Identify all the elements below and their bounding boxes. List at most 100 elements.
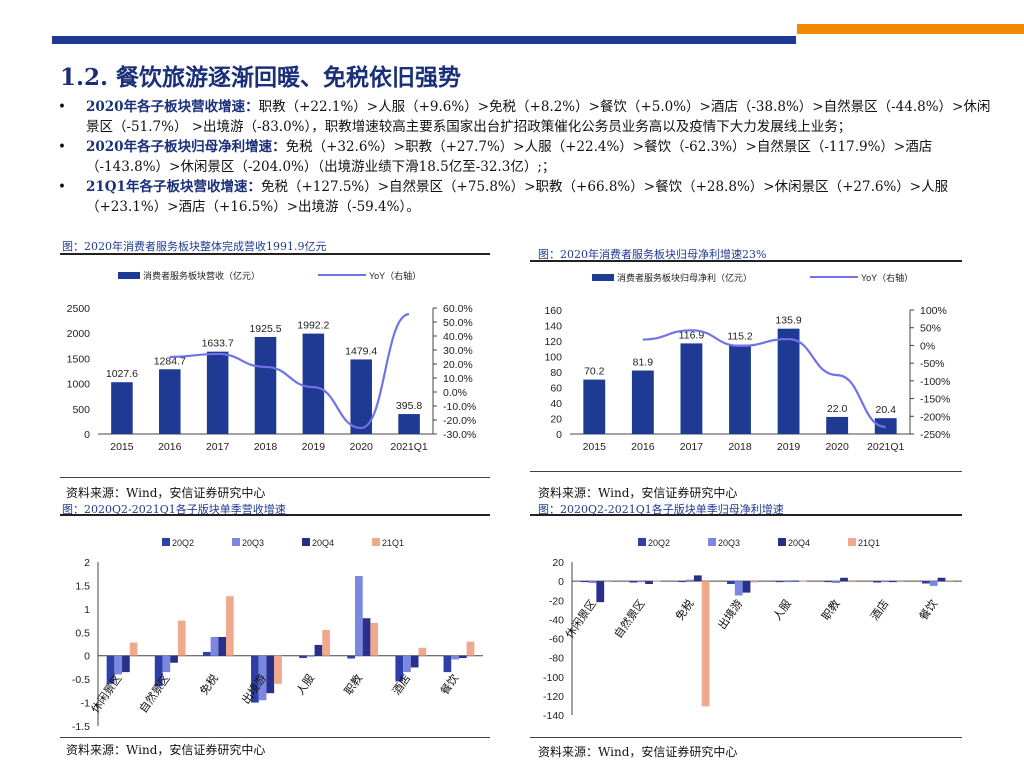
chart3-quarterly-revenue-growth: 20Q2 20Q3 20Q4 21Q1 -1.5 -1 -0.5 0 0.5 1 1.5 2 休闲景区自… <box>72 538 483 733</box>
bar <box>170 655 178 663</box>
bar-value-label: 1479.4 <box>345 345 377 357</box>
chart4-bottom-rule <box>530 737 962 738</box>
x-tick-label: 2015 <box>110 441 134 453</box>
page-title: 1.2. 餐饮旅游逐渐回暖、免税依旧强势 <box>60 64 462 91</box>
category-label: 免税 <box>672 597 696 623</box>
bar <box>362 618 371 656</box>
y2-tick-label: 30.0% <box>443 345 473 357</box>
bar <box>645 581 653 584</box>
y-tick-label: 60 <box>550 383 562 395</box>
bar <box>588 581 597 584</box>
x-tick-label: 2020 <box>825 441 849 453</box>
chart2-bottom-rule <box>530 471 962 472</box>
legend-label-line: YoY（右轴） <box>861 272 913 283</box>
y-tick-label: 0.5 <box>75 627 90 639</box>
legend-label: 20Q4 <box>788 538 810 548</box>
bar <box>701 581 710 707</box>
bar-value-label: 116.9 <box>679 329 705 341</box>
bar <box>251 655 259 703</box>
bar <box>299 655 307 659</box>
bar-value-label: 1027.6 <box>106 368 138 380</box>
bar <box>306 655 315 657</box>
y-tick-label: 2000 <box>67 328 91 340</box>
y-tick-label: 120 <box>544 336 562 348</box>
y-tick-label: 1000 <box>67 379 91 391</box>
x-tick-label: 2016 <box>158 441 182 453</box>
category-label: 酒店 <box>867 597 891 623</box>
category-label: 餐饮 <box>916 597 940 623</box>
y2-tick-label: -50% <box>920 358 945 370</box>
bar-value-label: 1284.7 <box>154 355 186 367</box>
y-tick-label: 1.5 <box>75 580 90 592</box>
legend-label: 20Q2 <box>172 538 194 548</box>
bar <box>873 581 882 583</box>
y2-tick-label: -100% <box>920 376 950 388</box>
bullet-text: 免税（+32.6%）>职教（+27.7%）>人服（+22.4%）>餐饮（-62.… <box>86 139 933 175</box>
yoy-line <box>169 313 410 430</box>
x-tick-label: 2015 <box>583 441 607 453</box>
bar <box>840 577 848 582</box>
bar <box>922 581 930 584</box>
bar <box>370 622 379 656</box>
chart1-revenue: 消费者服务板块营收（亿元） YoY（右轴） 0 500 1000 1500 2000 2500… <box>67 270 477 453</box>
bar <box>637 581 646 583</box>
y2-tick-label: -20.0% <box>443 415 476 427</box>
y2-tick-label: -250% <box>920 429 950 441</box>
legend-swatch <box>372 538 380 546</box>
bar <box>631 370 654 434</box>
bar <box>824 581 833 583</box>
legend-label-bar: 消费者服务板块归母净利（亿元） <box>617 272 752 283</box>
bar <box>302 333 325 434</box>
bar <box>629 581 638 583</box>
y-tick-label: 80 <box>550 367 562 379</box>
bar <box>750 581 759 583</box>
chart2-caption: 图：2020年消费者服务板块归母净利增速23% <box>538 248 767 261</box>
bar <box>258 655 267 701</box>
bar <box>791 580 800 582</box>
category-label: 休闲景区 <box>88 671 125 715</box>
bar <box>111 382 133 434</box>
legend-label: 21Q1 <box>858 538 880 548</box>
y-tick-label: 140 <box>544 321 562 333</box>
bar <box>322 629 330 656</box>
chart3-source: 资料来源：Wind，安信证券研究中心 <box>66 743 266 757</box>
bar <box>832 581 841 584</box>
y2-tick-label: 50.0% <box>443 317 473 329</box>
y-tick-label: 0 <box>556 429 562 441</box>
category-label: 人服 <box>771 597 794 622</box>
yoy-line <box>642 329 886 429</box>
bullet-item: • 2020年各子板块归母净利增速：免税（+32.6%）>职教（+27.7%）>人… <box>58 139 933 175</box>
bar <box>583 379 606 434</box>
category-label: 人服 <box>294 672 317 697</box>
y-tick-label: 0 <box>84 651 90 663</box>
bar-value-label: 20.4 <box>875 404 896 416</box>
bar-value-label: 135.9 <box>775 315 801 327</box>
bar <box>945 580 954 582</box>
x-tick-label: 2018 <box>728 441 752 453</box>
bar <box>266 655 275 694</box>
chart1-bottom-rule <box>60 477 490 478</box>
bullet-lead: 2020年各子板块归母净利增速： <box>86 139 286 155</box>
bar <box>451 655 459 660</box>
y2-tick-label: -150% <box>920 394 950 406</box>
bar <box>678 581 687 583</box>
y-tick-label: 160 <box>544 305 562 317</box>
bar <box>314 644 323 656</box>
bar <box>799 580 807 582</box>
y-tick-label: -1.5 <box>72 721 90 733</box>
bar <box>777 328 800 434</box>
bar <box>693 575 702 582</box>
bar <box>210 636 219 656</box>
x-tick-label: 2017 <box>680 441 704 453</box>
bullet-text: 职教（+22.1%）>人服（+9.6%）>免税（+8.2%）>餐饮（+5.0%）… <box>86 99 991 135</box>
bar <box>847 581 856 583</box>
bar <box>159 369 181 434</box>
bar-value-label: 1925.5 <box>249 323 281 335</box>
x-tick-label: 2016 <box>631 441 655 453</box>
bar <box>274 655 282 684</box>
bar-value-label: 22.0 <box>827 403 848 415</box>
x-tick-label: 2021Q1 <box>867 441 905 453</box>
y-tick-label: 20 <box>552 557 564 569</box>
chart3-bottom-rule <box>60 737 490 738</box>
y-tick-label: 100 <box>544 352 562 364</box>
